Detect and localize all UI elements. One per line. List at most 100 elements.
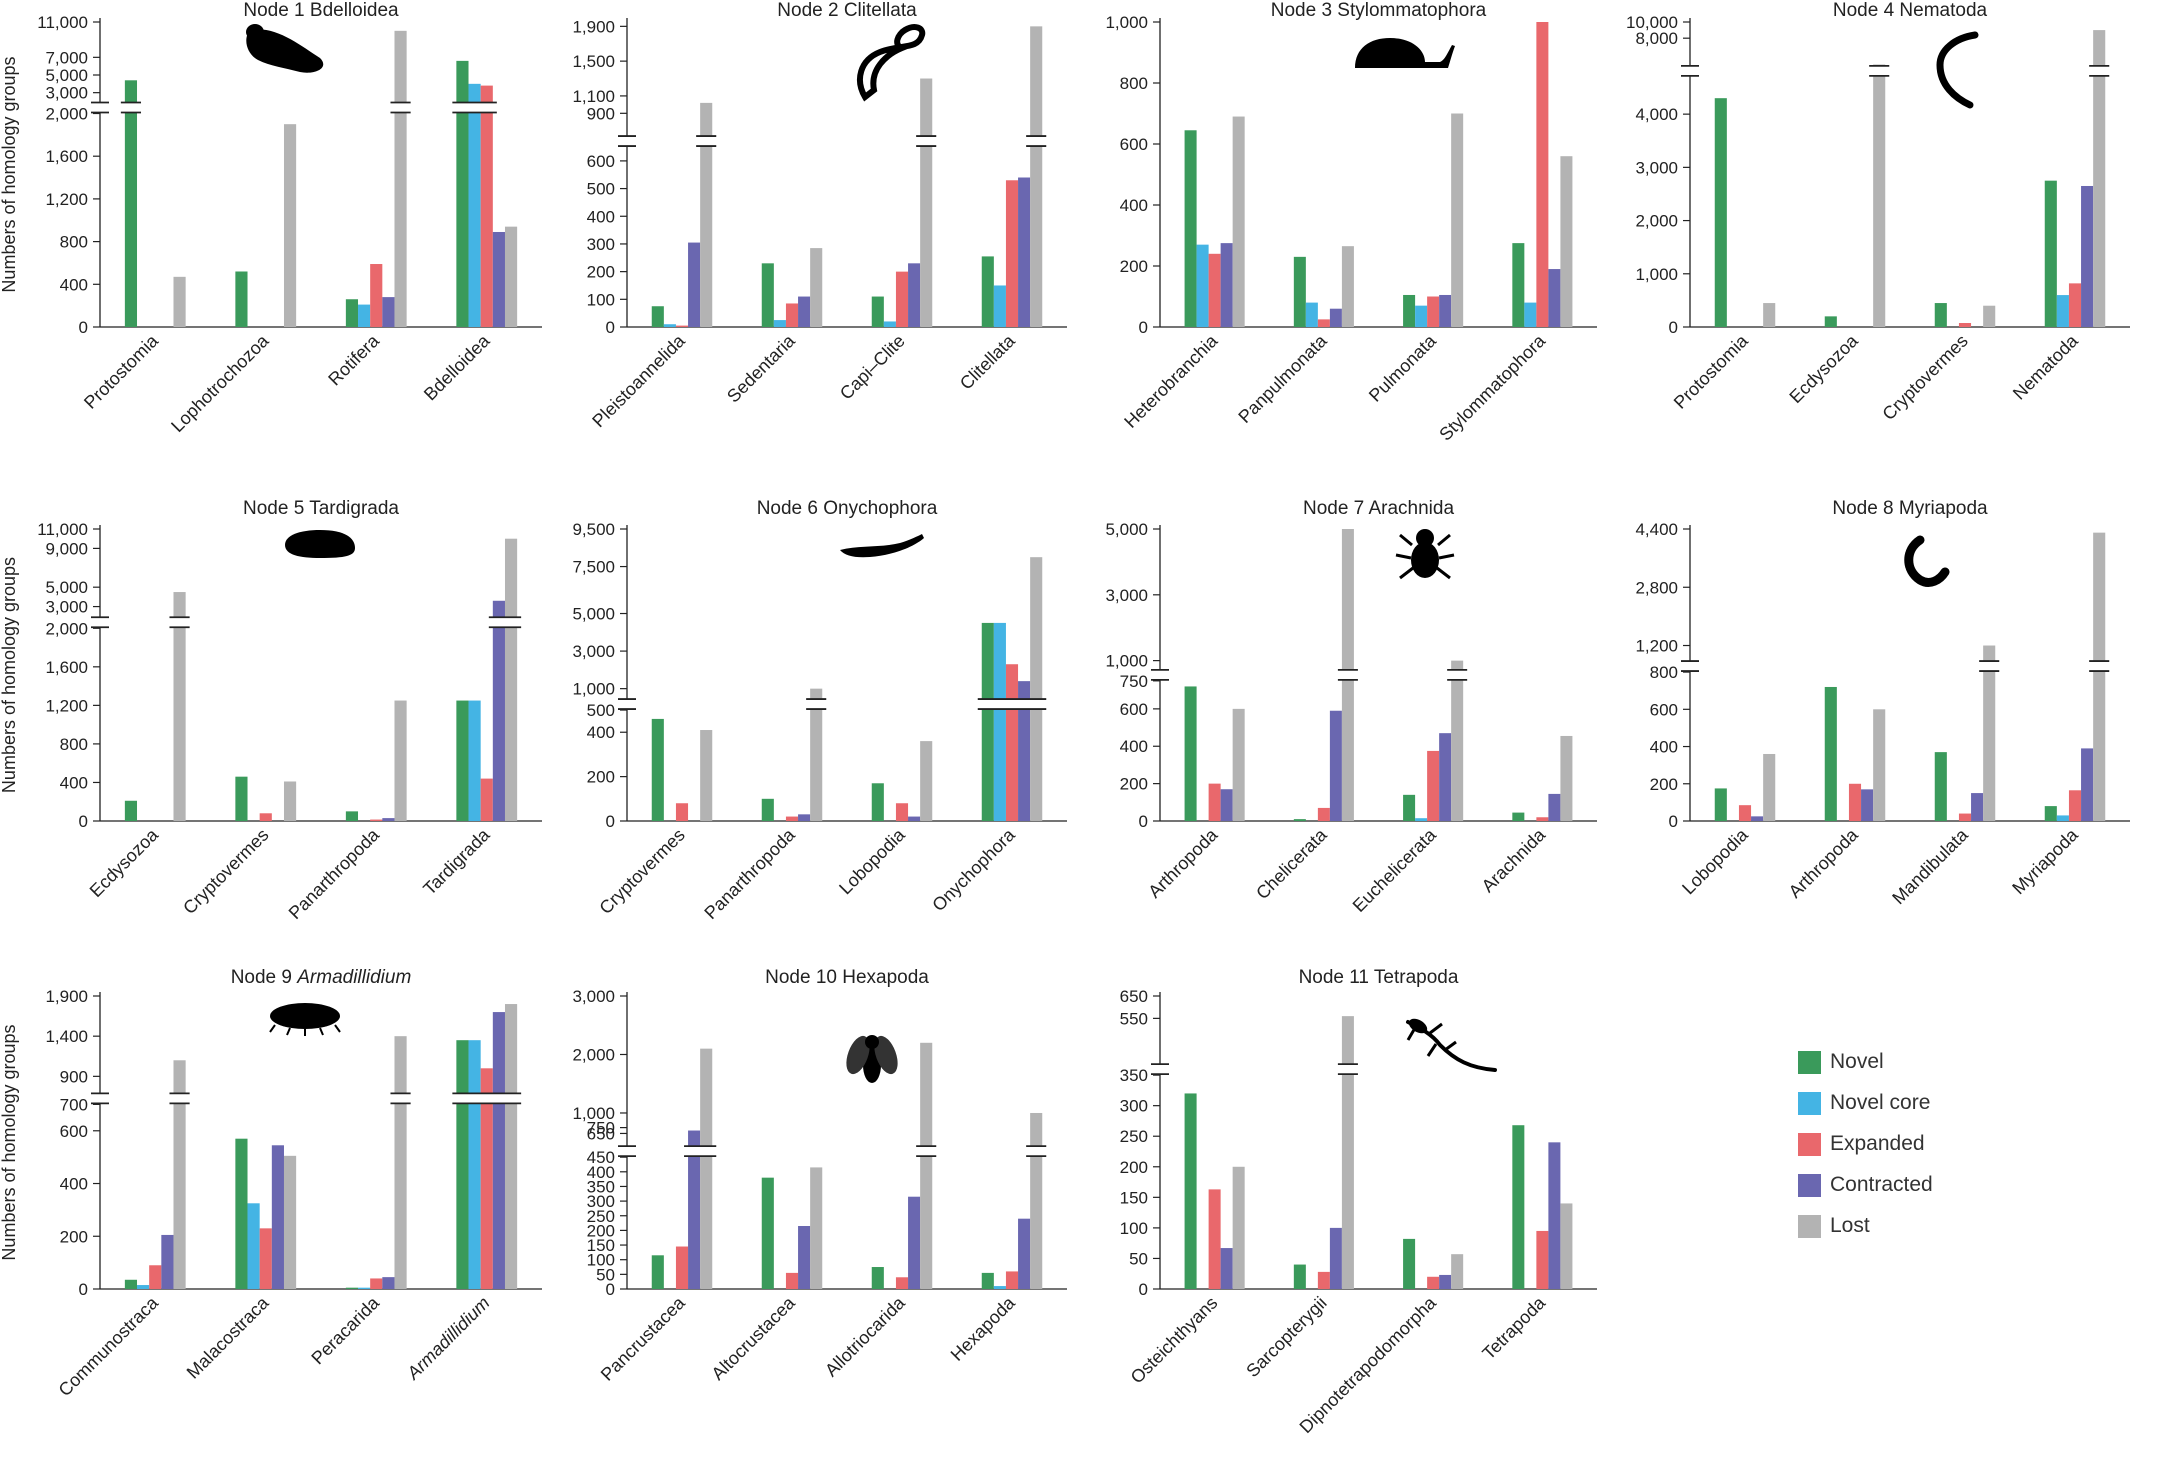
bar-novel-core <box>468 700 481 821</box>
bar-lost <box>283 1155 297 1289</box>
bar-novel <box>981 622 994 821</box>
x-category-label: Chelicerata <box>1252 824 1331 903</box>
x-category-label: Panarthropoda <box>700 824 799 923</box>
bar-novel <box>1714 788 1727 821</box>
y-tick-label: 800 <box>60 233 88 252</box>
y-axis-label: Numbers of homology groups <box>0 1024 19 1260</box>
y-tick-label: 2,000 <box>1635 212 1678 231</box>
bar-contracted <box>1861 789 1874 821</box>
spider-silhouette-icon <box>1395 529 1455 580</box>
axis-break <box>1447 669 1468 680</box>
y-tick-label: 1,200 <box>45 696 88 715</box>
axis-break <box>916 1146 937 1157</box>
snail-silhouette-icon <box>1355 38 1455 68</box>
y-tick-label: 400 <box>587 1163 615 1182</box>
nematode-silhouette-icon <box>1936 31 1979 109</box>
bar-novel <box>871 1267 884 1289</box>
y-tick-label: 400 <box>1120 737 1148 756</box>
axis-break <box>169 617 190 628</box>
axis-break <box>1026 1146 1047 1157</box>
y-tick-label: 600 <box>1650 700 1678 719</box>
bar-novel <box>1184 686 1197 821</box>
y-tick-label: 200 <box>587 768 615 787</box>
x-category-label: Protostomia <box>1670 330 1753 413</box>
y-tick-label: 11,000 <box>37 13 88 32</box>
y-tick-label: 600 <box>60 1122 88 1141</box>
x-category-label: Sarcopterygii <box>1242 1293 1330 1381</box>
y-tick-label: 700 <box>60 1095 88 1114</box>
x-category-label: Rotifera <box>324 330 383 389</box>
x-category-label: Clitellata <box>956 330 1020 394</box>
chart-title: Node 11 Tetrapoda <box>1299 967 1459 988</box>
bar-novel-core <box>137 1285 150 1289</box>
bar-expanded <box>675 325 689 327</box>
y-tick-label: 3,000 <box>1635 158 1678 177</box>
y-tick-label: 5,000 <box>45 578 88 597</box>
y-tick-label: 1,600 <box>45 658 88 677</box>
axis-break <box>1869 65 1890 76</box>
bar-novel <box>345 811 359 821</box>
y-tick-label: 600 <box>587 152 615 171</box>
axis-break <box>977 699 1047 710</box>
bar-contracted <box>1439 1274 1452 1289</box>
fly-silhouette-icon <box>846 1035 898 1083</box>
y-tick-label: 0 <box>606 318 615 337</box>
y-tick-label: 1,200 <box>1635 637 1678 656</box>
bar-novel-core <box>2056 295 2069 327</box>
chart-title-text: Node 9 <box>231 967 298 988</box>
legend-item-contracted: Contracted <box>1798 1171 2058 1212</box>
bar-expanded <box>1317 1271 1330 1289</box>
bar-novel-core <box>358 1287 371 1289</box>
bar-novel <box>124 800 138 821</box>
chart-title: Node 1 Bdelloidea <box>243 0 399 21</box>
y-tick-label: 200 <box>587 1221 615 1240</box>
bar-lost <box>1232 116 1245 327</box>
y-tick-label: 400 <box>587 723 615 742</box>
bar-expanded <box>1958 813 1972 821</box>
y-tick-label: 3,000 <box>1105 586 1148 605</box>
bar-expanded <box>480 778 493 821</box>
x-category-label: Communostraca <box>55 1292 163 1400</box>
x-category-label: Allotriocarida <box>821 1292 909 1380</box>
bar-expanded <box>1536 1230 1549 1289</box>
bar-lost <box>810 1167 823 1289</box>
x-category-label: Osteichthyans <box>1127 1293 1222 1388</box>
bar-novel <box>871 296 884 327</box>
y-tick-label: 400 <box>60 275 88 294</box>
y-tick-label: 250 <box>587 1207 615 1226</box>
y-tick-label: 11,000 <box>37 520 88 539</box>
bar-lost <box>1983 645 1996 821</box>
bar-lost <box>1873 709 1886 821</box>
axis-break <box>684 1146 717 1157</box>
y-tick-label: 100 <box>587 290 615 309</box>
bar-contracted <box>492 231 505 327</box>
axis-break <box>452 102 497 113</box>
bar-novel-core <box>663 324 676 327</box>
axis-break <box>1151 669 1169 680</box>
x-category-label: Arachnida <box>1478 824 1550 896</box>
bar-contracted <box>161 1234 174 1289</box>
bar-expanded <box>785 1272 799 1289</box>
bar-lost <box>1232 1166 1245 1289</box>
y-tick-label: 500 <box>587 701 615 720</box>
legend-swatch-novel-core <box>1798 1092 1821 1115</box>
x-category-label: Cryptovermes <box>179 825 272 918</box>
bar-expanded <box>1005 1271 1019 1289</box>
axis-break <box>618 1146 636 1157</box>
bar-novel <box>456 700 469 821</box>
chart-title: Node 8 Myriapoda <box>1832 498 1988 519</box>
y-tick-label: 3,000 <box>45 598 88 617</box>
y-tick-label: 1,900 <box>572 17 615 36</box>
chart-panel-11: Node 11 Tetrapoda 0 50 100 150 200 250 300 350 55… <box>1120 967 1597 1437</box>
y-tick-label: 200 <box>1120 1158 1148 1177</box>
bar-contracted <box>492 600 505 821</box>
y-tick-label: 650 <box>587 1124 615 1143</box>
axis-break <box>1337 1064 1358 1075</box>
legend-swatch-contracted <box>1798 1174 1821 1197</box>
bar-expanded <box>675 803 689 821</box>
bar-lost <box>1030 26 1043 327</box>
bar-lost <box>700 102 713 327</box>
bar-lost <box>1763 303 1776 327</box>
axis-break <box>1681 65 1699 76</box>
